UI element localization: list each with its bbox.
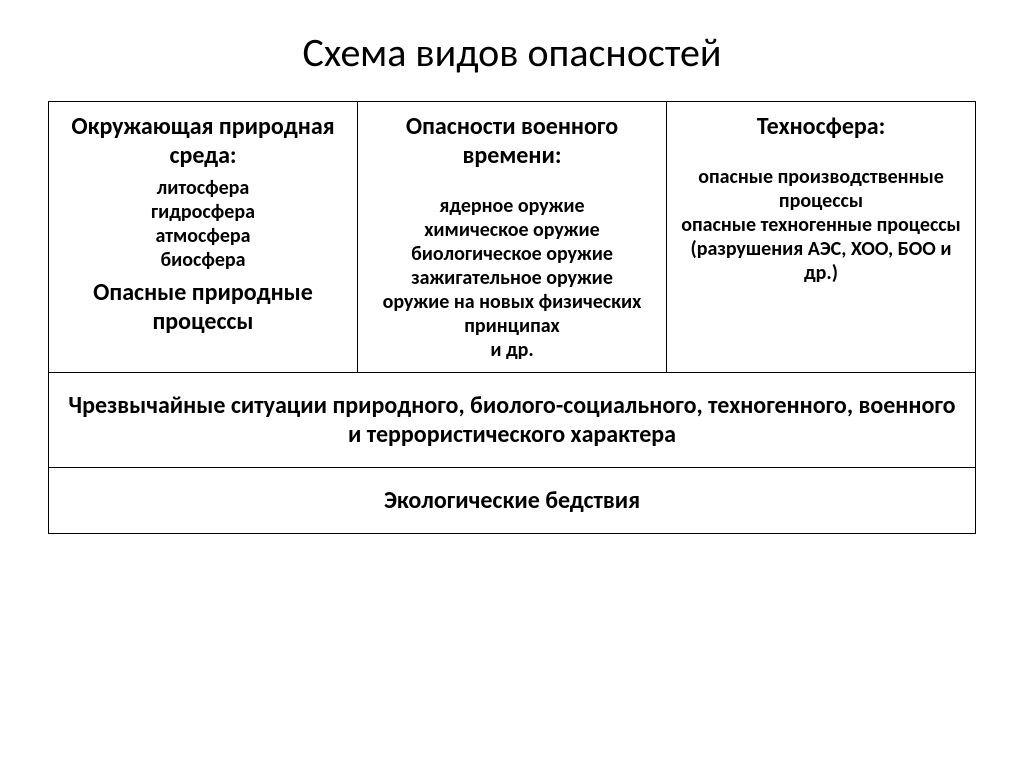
col-items: литосфера гидросфера атмосфера биосфера [63,176,343,272]
list-item: атмосфера [63,224,343,248]
list-item: биосфера [63,248,343,272]
full-row-ecological: Экологические бедствия [49,468,976,534]
list-item: гидросфера [63,200,343,224]
col-environment: Окружающая природная среда: литосфера ги… [49,102,358,373]
list-item: и др. [372,338,652,362]
col-subheading: Опасные природные процессы [63,278,343,336]
col-heading: Окружающая природная среда: [63,112,343,170]
list-item: ядерное оружие [372,194,652,218]
list-item: зажигательное оружие [372,266,652,290]
list-item: литосфера [63,176,343,200]
page-title: Схема видов опасностей [48,28,976,77]
col-technosphere: Техносфера: опасные производственные про… [667,102,976,373]
list-item: биологическое оружие [372,242,652,266]
table-row-full: Чрезвычайные ситуации природного, биолог… [49,373,976,468]
table-row-columns: Окружающая природная среда: литосфера ги… [49,102,976,373]
col-heading: Техносфера: [681,112,961,141]
col-items: опасные производственные процессы опасны… [681,165,961,285]
spacer [681,147,961,165]
hazard-table: Окружающая природная среда: литосфера ги… [48,101,976,534]
list-item: опасные техногенные процессы (разрушения… [681,213,961,285]
col-items: ядерное оружие химическое оружие биологи… [372,194,652,362]
list-item: химическое оружие [372,218,652,242]
list-item: опасные производственные процессы [681,165,961,213]
list-item: оружие на новых физических принципах [372,290,652,338]
col-wartime: Опасности военного времени: ядерное оруж… [358,102,667,373]
spacer [372,176,652,194]
table-row-full: Экологические бедствия [49,468,976,534]
full-row-emergencies: Чрезвычайные ситуации природного, биолог… [49,373,976,468]
col-heading: Опасности военного времени: [372,112,652,170]
